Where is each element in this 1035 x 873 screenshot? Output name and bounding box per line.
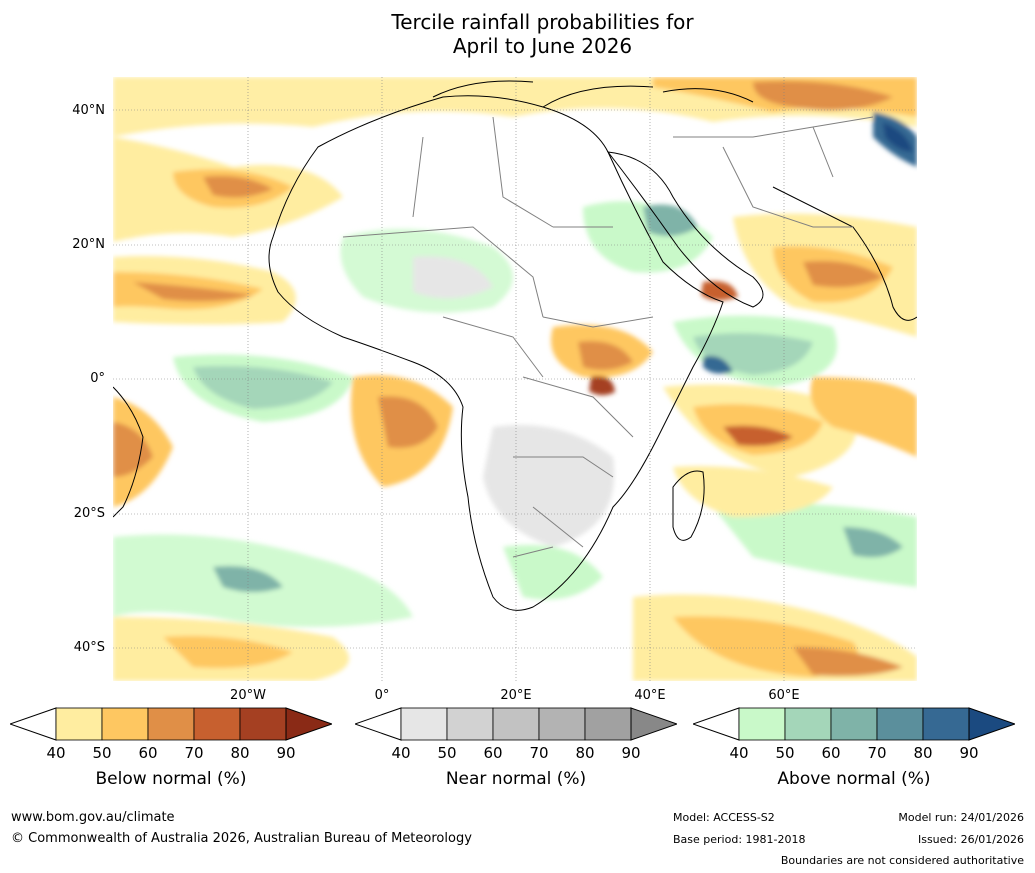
lon-label-40e: 40°E — [634, 688, 666, 703]
legend-near-tick: 90 — [621, 744, 641, 762]
country-borders — [342, 116, 874, 558]
legend-near-tick: 80 — [575, 744, 595, 762]
legend-below-swatch — [193, 707, 241, 741]
legend-title-above: Above normal (%) — [777, 769, 931, 789]
legend-above-swatch — [830, 707, 878, 741]
legend-below-ticks: 40 50 60 70 80 90 — [10, 744, 340, 766]
graticule — [113, 77, 917, 681]
legend-near-swatch — [492, 707, 540, 741]
legend-below-swatch — [239, 707, 287, 741]
legend-below-tick: 50 — [92, 744, 112, 762]
legend-near-swatch — [400, 707, 448, 741]
lat-label-40n: 40°N — [72, 103, 105, 118]
lon-label-20w: 20°W — [230, 688, 266, 703]
lat-label-40s: 40°S — [73, 640, 105, 655]
boundaries-disclaimer: Boundaries are not considered authoritat… — [780, 854, 1024, 867]
lat-label-equator: 0° — [90, 371, 105, 386]
legend-below-tick: 80 — [230, 744, 250, 762]
legend-above-swatch — [876, 707, 924, 741]
lon-label-60e: 60°E — [768, 688, 800, 703]
legend-bar-near — [355, 707, 677, 741]
legend-above-swatch — [784, 707, 832, 741]
base-period-label: Base period: 1981-2018 — [673, 833, 806, 846]
legend-below-tick: 70 — [184, 744, 204, 762]
legend-above-ticks: 40 50 60 70 80 90 — [693, 744, 1023, 766]
legend-title-near: Near normal (%) — [445, 769, 587, 789]
legend-above-high-arrow — [968, 707, 1015, 741]
legend-near-tick: 50 — [437, 744, 457, 762]
probability-map — [113, 77, 917, 681]
legend-above-tick: 90 — [959, 744, 979, 762]
legend-above-tick: 50 — [775, 744, 795, 762]
legend-above-swatch — [738, 707, 786, 741]
legend-near-tick: 70 — [529, 744, 549, 762]
legend-above-tick: 80 — [913, 744, 933, 762]
legend-below-swatch — [147, 707, 195, 741]
lat-label-20n: 20°N — [72, 237, 105, 252]
legend-near-low-arrow — [355, 707, 402, 741]
legend-near-high-arrow — [630, 707, 677, 741]
lat-label-20s: 20°S — [73, 506, 105, 521]
legend-above-swatch — [922, 707, 970, 741]
legend-above-tick: 70 — [867, 744, 887, 762]
legend-above-tick: 60 — [821, 744, 841, 762]
legend-below-swatch — [55, 707, 103, 741]
legend-near-tick: 40 — [391, 744, 411, 762]
model-run-label: Model run: 24/01/2026 — [898, 811, 1024, 824]
title-line-1: Tercile rainfall probabilities for — [391, 10, 694, 34]
probability-shading — [113, 77, 917, 681]
legend-near-swatch — [584, 707, 632, 741]
website-link[interactable]: www.bom.gov.au/climate — [11, 810, 175, 825]
coastlines — [113, 80, 917, 611]
legend-below-swatch — [101, 707, 149, 741]
model-label: Model: ACCESS-S2 — [673, 811, 775, 824]
legend-bar-below — [10, 707, 332, 741]
copyright-text: © Commonwealth of Australia 2026, Austra… — [11, 831, 472, 846]
legend-near-ticks: 40 50 60 70 80 90 — [355, 744, 685, 766]
title-line-2: April to June 2026 — [452, 34, 633, 58]
legend-below-tick: 90 — [276, 744, 296, 762]
legend-above-low-arrow — [693, 707, 740, 741]
lon-label-0: 0° — [374, 688, 390, 703]
legend-above-tick: 40 — [729, 744, 749, 762]
legend-near-swatch — [446, 707, 494, 741]
map-title: Tercile rainfall probabilities for April… — [0, 10, 1035, 58]
legend-near-tick: 60 — [483, 744, 503, 762]
lon-label-20e: 20°E — [500, 688, 532, 703]
issued-label: Issued: 26/01/2026 — [917, 833, 1024, 846]
legend-bar-above — [693, 707, 1015, 741]
legend-below-tick: 60 — [138, 744, 158, 762]
legend-below-tick: 40 — [46, 744, 66, 762]
legend-below-high-arrow — [285, 707, 332, 741]
legend-below-low-arrow — [10, 707, 57, 741]
legend-title-below: Below normal (%) — [95, 769, 247, 789]
legend-near-swatch — [538, 707, 586, 741]
